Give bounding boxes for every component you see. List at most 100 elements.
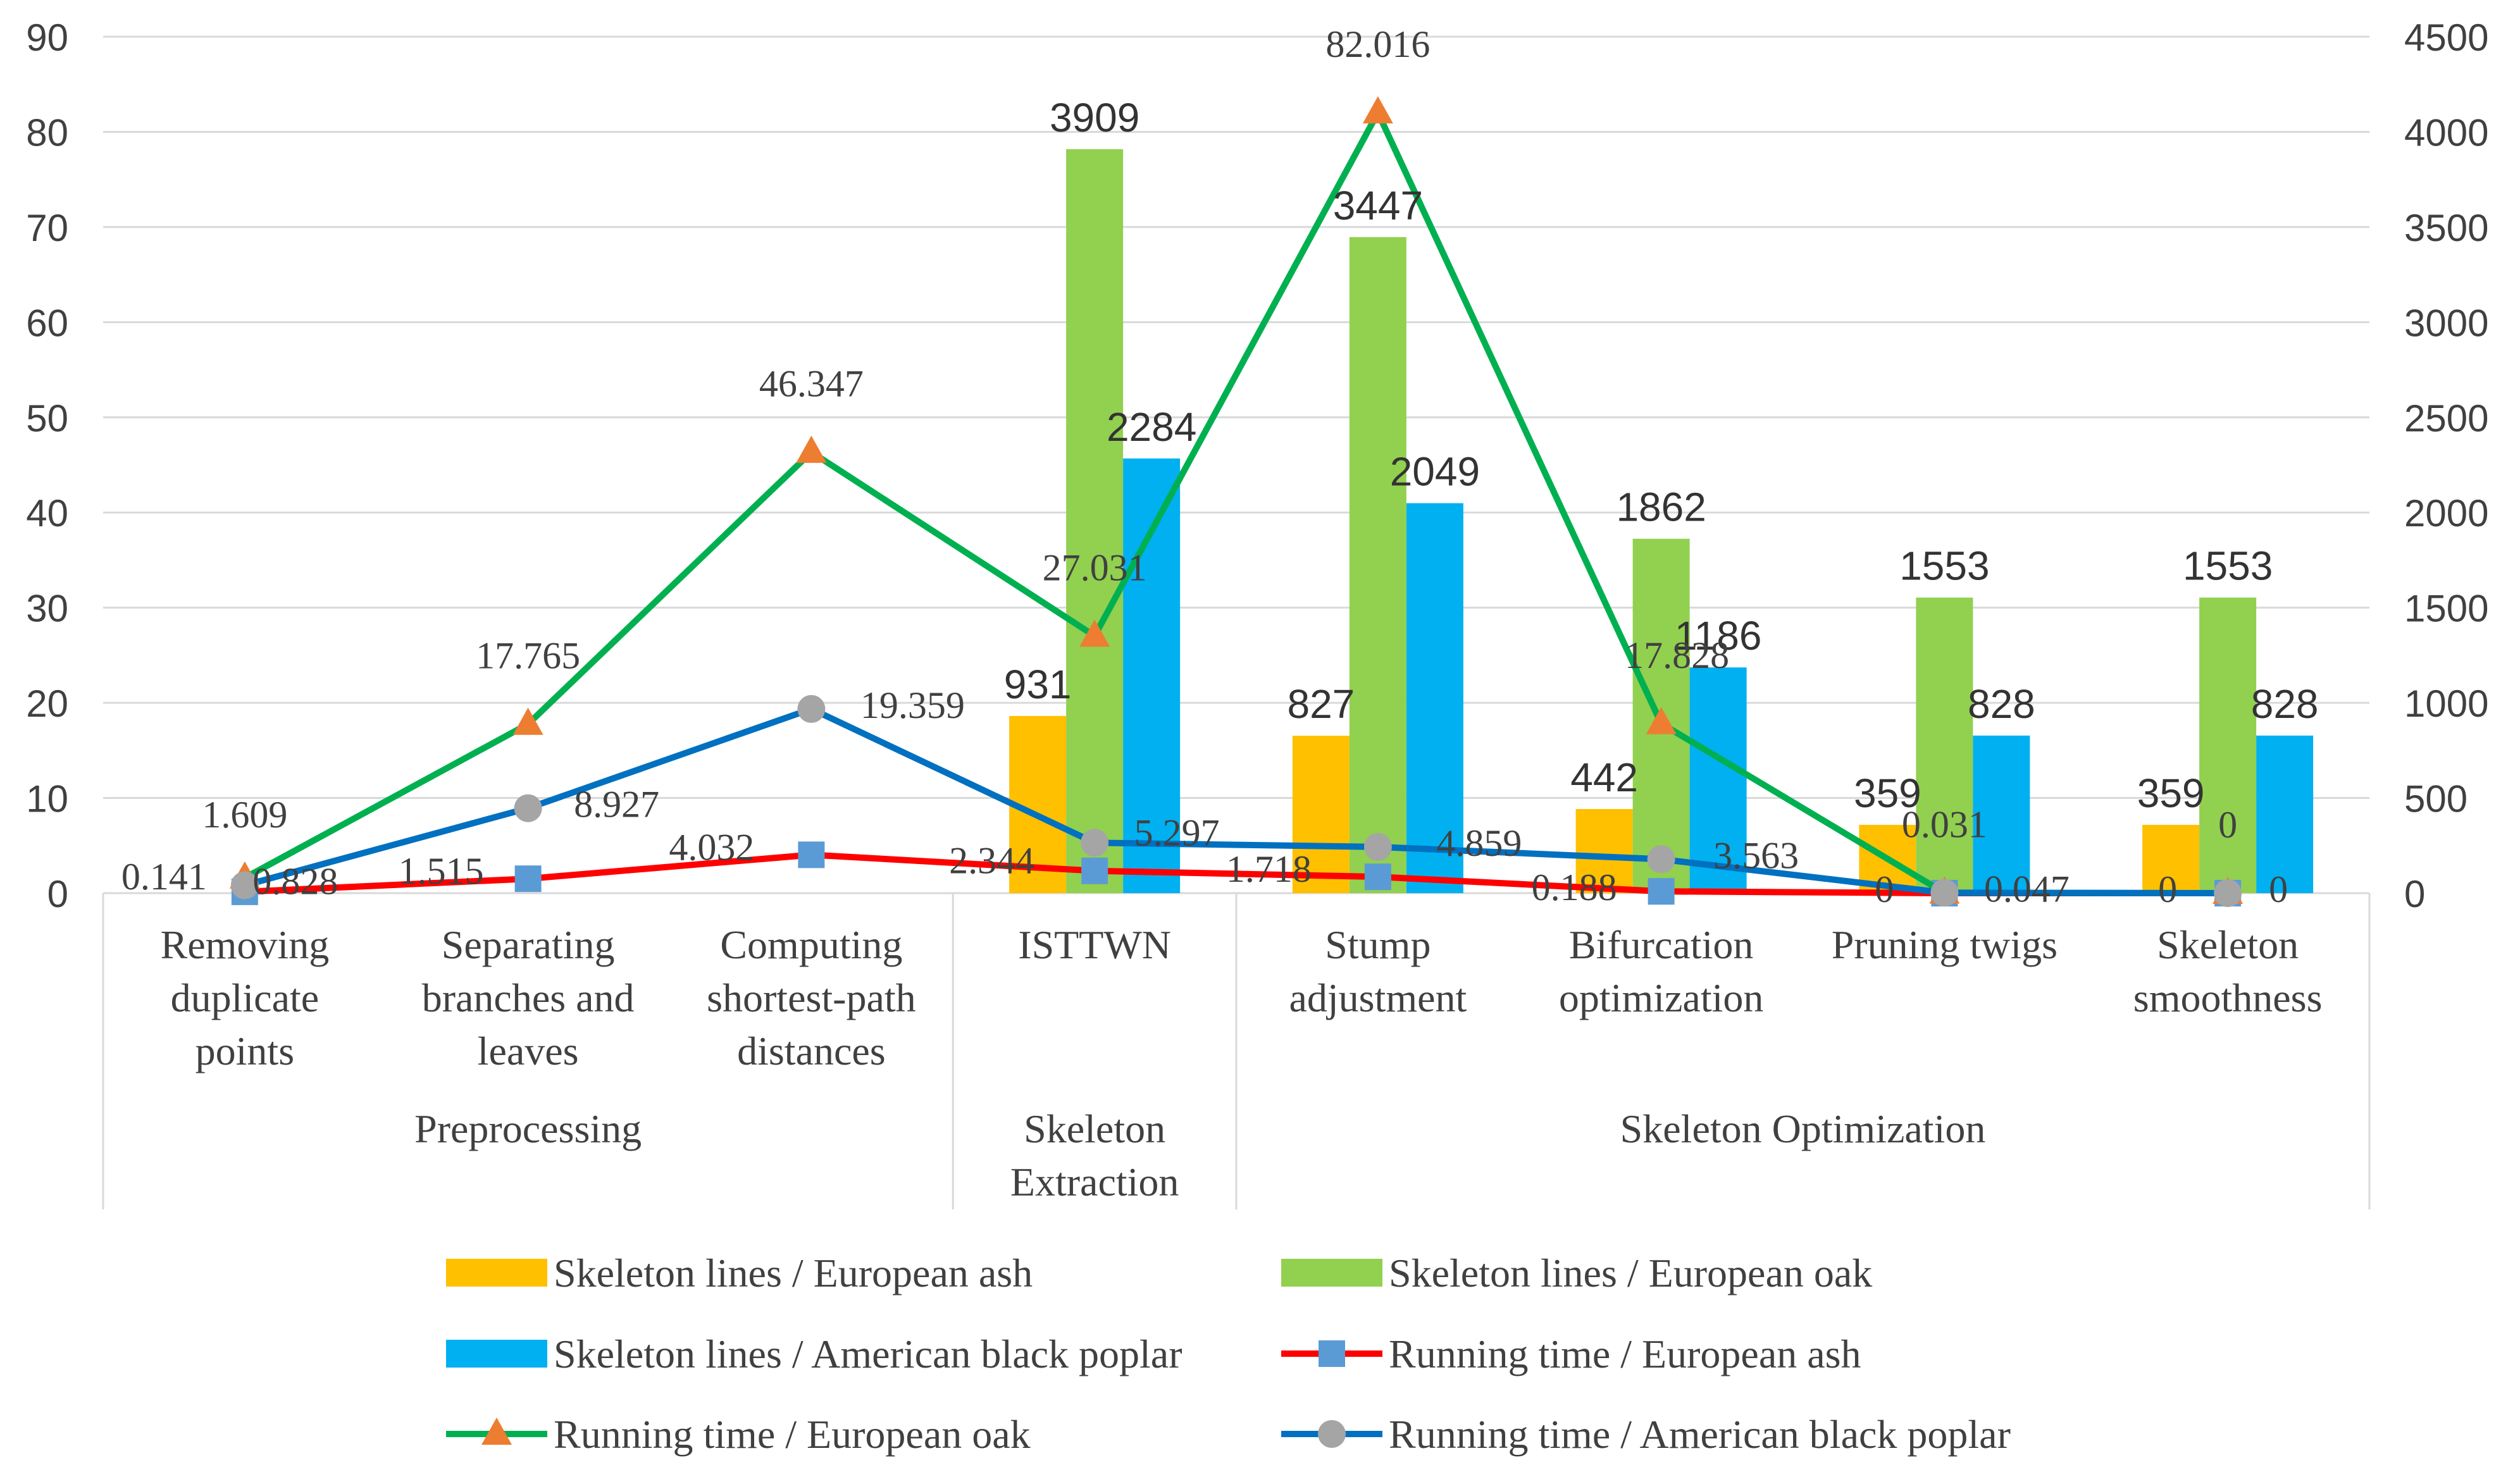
circle-marker [1647,845,1675,874]
group-label: Skeleton Optimization [1620,1106,1986,1151]
bar-data-label: 1553 [2183,543,2273,589]
line-data-label: 0 [2218,804,2237,846]
bar [1973,735,2030,893]
legend-swatch [446,1340,547,1368]
circle-marker [2214,879,2242,907]
category-label: Removing [161,922,330,967]
category-label: branches and [422,975,635,1020]
category-label: Bifurcation [1569,922,1753,967]
left-axis-tick-label: 70 [26,207,68,249]
bar-data-label: 1862 [1616,485,1706,530]
bar [1916,597,1973,893]
category-label: ISTTWN [1018,922,1171,967]
left-axis-tick-label: 80 [26,111,68,154]
line-data-label: 1.609 [202,794,287,836]
left-axis-tick-label: 0 [47,873,68,915]
right-axis-tick-label: 3500 [2404,207,2488,249]
category-label: Separating [442,922,615,967]
line-data-label: 0.047 [1984,868,2070,910]
bar [1349,237,1406,894]
line-data-label: 1.718 [1226,848,1312,890]
bar [1689,667,1747,893]
legend-label: Skeleton lines / European ash [554,1251,1033,1295]
legend-swatch [1281,1259,1382,1287]
category-label: duplicate [171,975,320,1020]
bar-data-label: 3909 [1050,95,1139,140]
line-data-label: 0 [1875,868,1894,910]
data-labels: 931 827 442 359 359 3909 3447 1862 1553 1553 2284 2… [121,23,2319,910]
right-axis-tick-label: 3000 [2404,302,2488,344]
bar-data-label: 828 [1968,681,2035,727]
square-marker [1364,863,1391,891]
legend: Skeleton lines / European ash Skeleton li… [446,1251,2011,1457]
legend-label: Running time / European ash [1389,1332,1861,1376]
square-marker [1648,878,1675,905]
category-label: optimization [1559,975,1764,1020]
bar-data-label: 1553 [1899,543,1989,589]
triangle-marker [1646,707,1677,734]
category-label: Pruning twigs [1832,922,2058,967]
line-data-label: 17.765 [476,635,580,677]
line-data-label: 17.828 [1625,634,1729,676]
bar [1575,809,1633,893]
group-label: Extraction [1010,1159,1179,1204]
triangle-marker [796,435,827,463]
line-data-label: 46.347 [759,363,864,405]
left-axis-tick-label: 10 [26,778,68,820]
right-axis-tick-label: 1500 [2404,588,2488,630]
bar-data-label: 827 [1287,681,1355,727]
triangle-marker [481,1418,512,1445]
bar-data-label: 359 [2137,770,2205,816]
bar-series [1009,149,2314,894]
line-data-label: 3.563 [1713,834,1799,876]
left-axis-tick-label: 40 [26,492,68,535]
bar-data-label: 359 [1854,770,1921,816]
bar-data-label: 442 [1570,755,1638,800]
category-label: points [196,1029,294,1073]
legend-label: Running time / American black poplar [1389,1412,2011,1457]
bar [2199,597,2257,893]
category-label: adjustment [1289,975,1467,1020]
line-data-label: 8.927 [574,784,659,825]
bar [1406,503,1463,893]
legend-label: Skeleton lines / European oak [1389,1251,1872,1295]
bar [1066,149,1124,894]
line-data-label: 19.359 [860,684,965,726]
line-data-label: 27.031 [1043,547,1147,588]
left-axis-tick-label: 30 [26,588,68,630]
category-label: leaves [478,1029,579,1073]
group-label: Preprocessing [414,1106,642,1151]
group-label: Skeleton [1024,1106,1165,1151]
line-data-label: 0 [2269,868,2288,910]
circle-marker [1363,832,1392,861]
square-marker [1319,1340,1345,1367]
bar [2142,824,2200,893]
legend-label: Running time / European oak [554,1412,1031,1457]
triangle-marker [1362,96,1393,124]
right-axis-tick-label: 4500 [2404,16,2488,59]
line-data-label: 82.016 [1325,23,1430,65]
circle-marker [1930,879,1959,907]
bar-data-label: 1186 [1675,613,1762,658]
line-data-label: 0.188 [1532,867,1617,908]
category-label: distances [737,1029,886,1073]
line-data-label: 0 [2158,868,2177,910]
line-data-label: 0.141 [121,856,207,898]
legend-label: Skeleton lines / American black poplar [554,1332,1182,1376]
line-data-label: 2.344 [949,840,1034,882]
triangle-marker [512,707,543,735]
category-label: Skeleton [2157,922,2299,967]
gridlines [103,35,2369,894]
right-axis-tick-label: 0 [2404,873,2425,915]
category-label: Stump [1325,922,1431,967]
circle-marker [1081,829,1109,857]
bar-data-label: 828 [2251,681,2319,727]
line-data-label: 4.859 [1436,822,1522,864]
line-data-label: 0.828 [252,861,338,903]
left-axis-tick-label: 50 [26,397,68,440]
category-label: smoothness [2133,975,2323,1020]
square-marker [798,841,825,868]
circle-marker [230,871,259,899]
bar-data-label: 3447 [1333,183,1423,228]
series-line [243,109,2228,896]
